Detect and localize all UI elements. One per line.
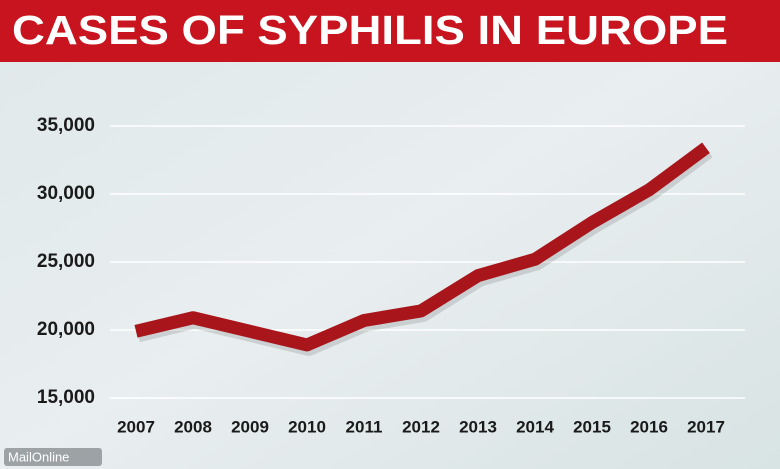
x-tick-label: 2011: [346, 417, 383, 436]
source-badge: [4, 448, 102, 466]
y-tick-label: 30,000: [37, 183, 95, 204]
title-banner: [0, 0, 780, 62]
x-tick-label: 2014: [516, 417, 554, 436]
x-tick-label: 2010: [288, 417, 326, 436]
x-tick-label: 2013: [459, 417, 497, 436]
x-tick-label: 2017: [687, 417, 725, 436]
y-tick-label: 25,000: [37, 251, 95, 272]
x-tick-label: 2016: [630, 417, 668, 436]
y-tick-label: 35,000: [37, 115, 95, 136]
source: MailOnline: [8, 449, 69, 464]
x-tick-label: 2007: [117, 417, 155, 436]
x-tick-label: 2012: [402, 417, 440, 436]
x-tick-label: 2009: [231, 417, 269, 436]
x-tick-label: 2015: [573, 417, 611, 436]
y-tick-label: 15,000: [37, 387, 95, 408]
y-tick-label: 20,000: [37, 319, 95, 340]
chart-title: CASES OF SYPHILIS IN EUROPE: [12, 7, 728, 53]
x-tick-label: 2008: [174, 417, 212, 436]
data-line: [134, 142, 710, 352]
